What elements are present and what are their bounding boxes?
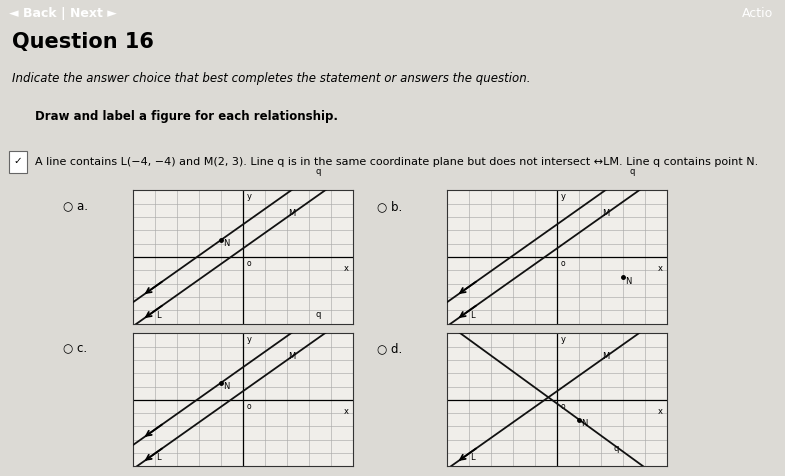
Text: N: N — [224, 239, 230, 248]
Text: q: q — [630, 167, 635, 176]
Text: ○ a.: ○ a. — [63, 200, 88, 213]
Text: x: x — [344, 407, 349, 416]
Text: M: M — [602, 208, 610, 218]
Text: L: L — [470, 311, 475, 320]
Text: ✓: ✓ — [13, 156, 22, 166]
Text: ◄ Back | Next ►: ◄ Back | Next ► — [9, 7, 117, 20]
Text: x: x — [344, 264, 349, 273]
Text: o: o — [560, 259, 565, 268]
Text: x: x — [658, 264, 663, 273]
Text: M: M — [288, 208, 296, 218]
Text: Actio: Actio — [742, 7, 773, 20]
Text: ○ b.: ○ b. — [377, 200, 402, 213]
Text: N: N — [626, 277, 632, 286]
Text: L: L — [156, 311, 161, 320]
Text: Question 16: Question 16 — [12, 32, 154, 52]
Text: x: x — [658, 407, 663, 416]
Text: A line contains L(−4, −4) and M(2, 3). Line q is in the same coordinate plane bu: A line contains L(−4, −4) and M(2, 3). L… — [35, 157, 758, 167]
Text: y: y — [246, 192, 252, 201]
Text: q: q — [613, 444, 619, 453]
Text: M: M — [602, 351, 610, 360]
Text: Draw and label a figure for each relationship.: Draw and label a figure for each relatio… — [35, 110, 338, 123]
Text: o: o — [246, 259, 251, 268]
Text: ○ d.: ○ d. — [377, 343, 402, 356]
FancyBboxPatch shape — [9, 151, 27, 173]
Text: N: N — [582, 419, 588, 428]
Text: y: y — [560, 192, 566, 201]
Text: q: q — [316, 167, 321, 176]
Text: y: y — [246, 335, 252, 344]
Text: o: o — [246, 402, 251, 411]
Text: M: M — [288, 351, 296, 360]
Text: N: N — [224, 382, 230, 391]
Text: o: o — [560, 402, 565, 411]
Text: L: L — [156, 454, 161, 463]
Text: q: q — [316, 309, 321, 318]
Text: Indicate the answer choice that best completes the statement or answers the ques: Indicate the answer choice that best com… — [12, 72, 531, 85]
Text: ○ c.: ○ c. — [63, 343, 87, 356]
Text: L: L — [470, 454, 475, 463]
Text: y: y — [560, 335, 566, 344]
